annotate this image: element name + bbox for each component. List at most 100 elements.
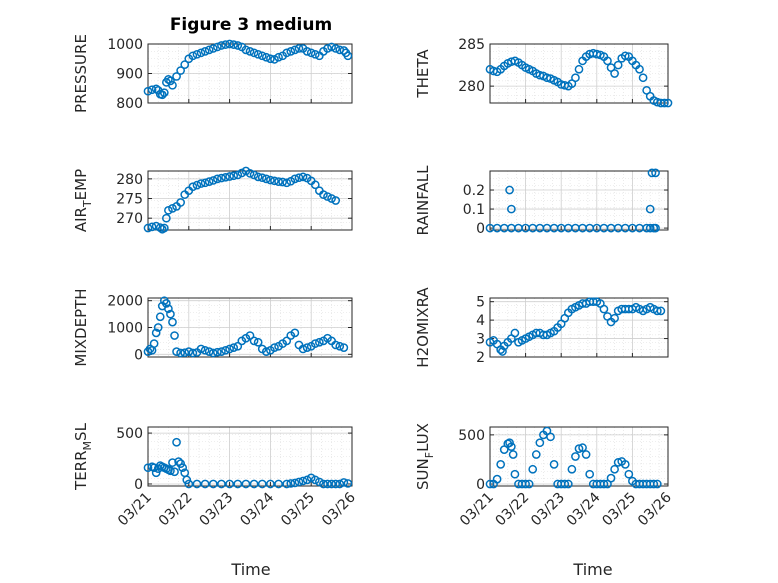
data-point [635, 64, 644, 74]
data-point [549, 460, 559, 469]
series-theta [485, 48, 673, 108]
data-point [306, 48, 316, 58]
series-air_temp [143, 166, 341, 234]
x-axis-label-right: Time [572, 560, 612, 579]
y-ticks-sun_flux: 0 500 [458, 428, 668, 493]
data-point [270, 54, 279, 64]
data-point [176, 348, 185, 358]
subplot-mixdepth: 0 1000 2000 MIXDEPTH [72, 288, 353, 367]
data-point [168, 458, 177, 467]
data-point [620, 51, 630, 61]
subplot-theta: 280 285 THETA [414, 37, 673, 108]
data-point [610, 69, 619, 78]
x-tick-label: 03/25 [278, 490, 318, 530]
data-point [200, 178, 210, 188]
y-tick-label: 2 [476, 350, 485, 366]
data-point [571, 452, 580, 461]
data-point [302, 475, 312, 485]
data-point [221, 345, 230, 355]
data-point [261, 52, 271, 62]
data-point [257, 51, 267, 61]
data-point [270, 343, 279, 352]
y-tick-label: 0 [476, 221, 485, 237]
data-point [168, 317, 177, 327]
y-tick-label: 270 [116, 211, 143, 227]
data-point [200, 47, 210, 56]
data-point [294, 477, 304, 487]
y-ticks-mixdepth: 0 1000 2000 [107, 294, 352, 363]
subplot-rainfall: 0 0.1 0.2 RAINFALL [414, 165, 669, 237]
data-point [253, 49, 263, 59]
data-point [233, 341, 243, 351]
y-axis-label-terr_msl: TERRMSL [72, 422, 94, 491]
data-point [286, 47, 296, 56]
figure-title: Figure 3 medium [170, 15, 332, 35]
data-point [496, 460, 506, 469]
y-ticks-theta: 280 285 [458, 37, 668, 95]
data-point [306, 473, 316, 483]
data-point [225, 172, 234, 181]
data-point [155, 312, 165, 322]
data-point [319, 190, 328, 199]
data-point [319, 479, 328, 489]
data-point [196, 48, 206, 58]
y-axis-label-air_temp: AIRTEMP [72, 169, 94, 232]
data-point [331, 44, 341, 53]
data-point [172, 72, 181, 81]
data-point [192, 180, 202, 190]
data-point [196, 344, 206, 354]
data-point [528, 464, 538, 474]
data-point [237, 168, 247, 178]
x-tick-label: 03/25 [599, 490, 639, 530]
data-point [524, 479, 534, 489]
subplot-terr-msl: 0 500 TERRMSL [72, 422, 353, 493]
data-point [274, 479, 283, 489]
data-point [184, 347, 194, 356]
data-point [153, 323, 163, 332]
data-point [323, 192, 332, 201]
data-point [168, 80, 177, 90]
data-point [166, 466, 175, 476]
y-tick-label: 285 [458, 37, 485, 53]
data-point [213, 347, 222, 357]
y-tick-label: 0 [134, 477, 143, 493]
data-point [151, 468, 161, 478]
data-point [546, 432, 555, 442]
data-point [274, 52, 283, 62]
data-point [196, 179, 206, 188]
data-point [492, 474, 502, 484]
data-point [217, 41, 226, 50]
data-point [531, 450, 541, 459]
axes-box-sun_flux [489, 426, 669, 487]
data-point [159, 88, 169, 98]
data-point [302, 47, 312, 56]
data-point [200, 479, 210, 489]
data-point [249, 170, 259, 180]
x-axis-label-left: Time [230, 560, 270, 579]
data-point [188, 182, 198, 192]
data-point [249, 479, 259, 489]
series-terr_msl [143, 437, 353, 489]
data-point [339, 46, 349, 55]
data-point [241, 479, 251, 489]
data-point [610, 464, 619, 474]
data-point [188, 51, 198, 61]
data-point [143, 463, 153, 473]
data-point [229, 171, 239, 181]
data-point [192, 479, 202, 489]
x-tick-label: 03/22 [156, 490, 196, 530]
data-point [521, 479, 530, 489]
data-point [217, 347, 226, 356]
data-point [282, 48, 292, 58]
data-point [270, 176, 279, 186]
data-point [535, 438, 545, 448]
y-tick-label: 280 [458, 79, 485, 95]
y-tick-label: 500 [116, 426, 143, 442]
data-point [652, 306, 662, 316]
data-point [174, 457, 183, 466]
data-point [172, 347, 181, 356]
data-point [208, 348, 218, 358]
data-point [159, 223, 169, 233]
data-point [241, 45, 251, 55]
